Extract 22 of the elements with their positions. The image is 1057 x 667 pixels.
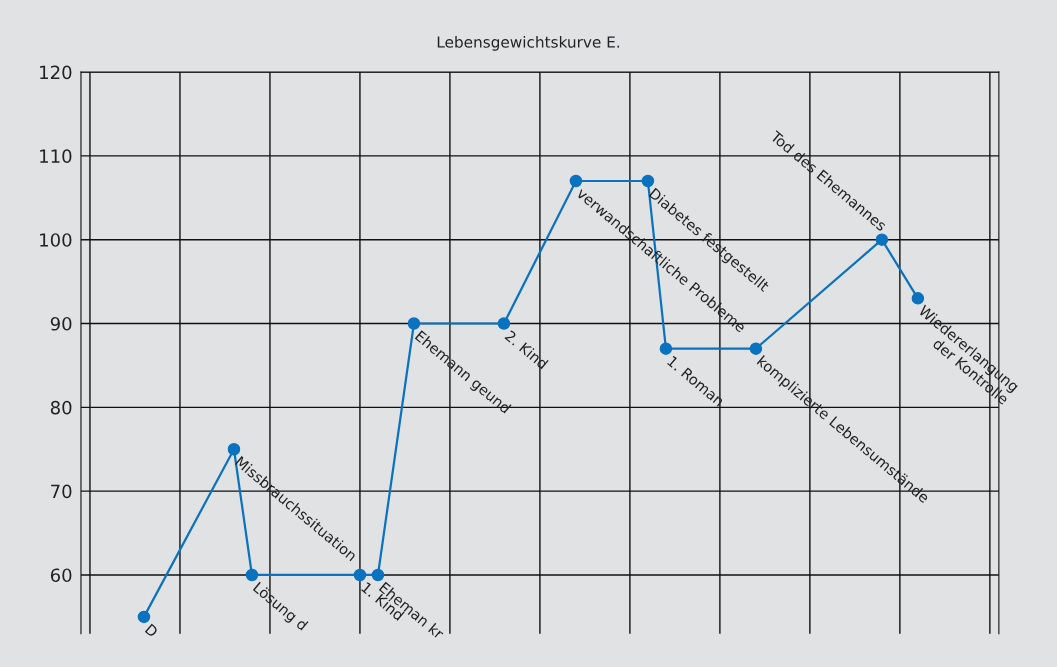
- point: [353, 568, 367, 582]
- annotation: D: [144, 623, 159, 638]
- point: [227, 442, 241, 456]
- point: [911, 292, 925, 305]
- y-tick-label: 70: [51, 484, 72, 499]
- point: [497, 317, 511, 330]
- chart-title: Lebensgewichtskurve E.: [437, 35, 620, 51]
- y-tick-label: 90: [50, 316, 72, 331]
- point: [371, 568, 385, 582]
- point: [407, 317, 421, 330]
- point: [641, 174, 655, 188]
- y-tick-label: 80: [50, 400, 72, 415]
- y-tick-label: 60: [50, 568, 72, 583]
- point: [659, 342, 673, 355]
- y-tick-label: 110: [40, 149, 72, 163]
- point: [749, 342, 763, 355]
- y-tick-label: 100: [40, 233, 72, 247]
- point: [569, 174, 583, 188]
- point: [245, 568, 259, 582]
- y-tick-label: 120: [40, 65, 72, 80]
- point: [137, 610, 151, 624]
- point: [875, 233, 889, 246]
